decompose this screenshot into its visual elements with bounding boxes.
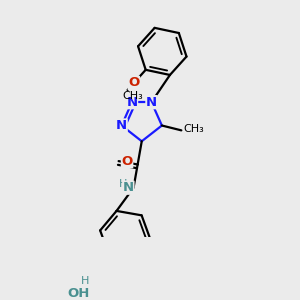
Text: OH: OH (68, 286, 90, 300)
Text: CH₃: CH₃ (122, 91, 143, 101)
Text: N: N (146, 96, 157, 109)
Text: N: N (123, 181, 134, 194)
Text: O: O (128, 76, 140, 89)
Text: O: O (122, 154, 133, 168)
Text: H: H (81, 276, 89, 286)
Text: N: N (116, 119, 127, 132)
Text: H: H (119, 179, 127, 189)
Text: N: N (126, 96, 138, 109)
Text: CH₃: CH₃ (183, 124, 204, 134)
